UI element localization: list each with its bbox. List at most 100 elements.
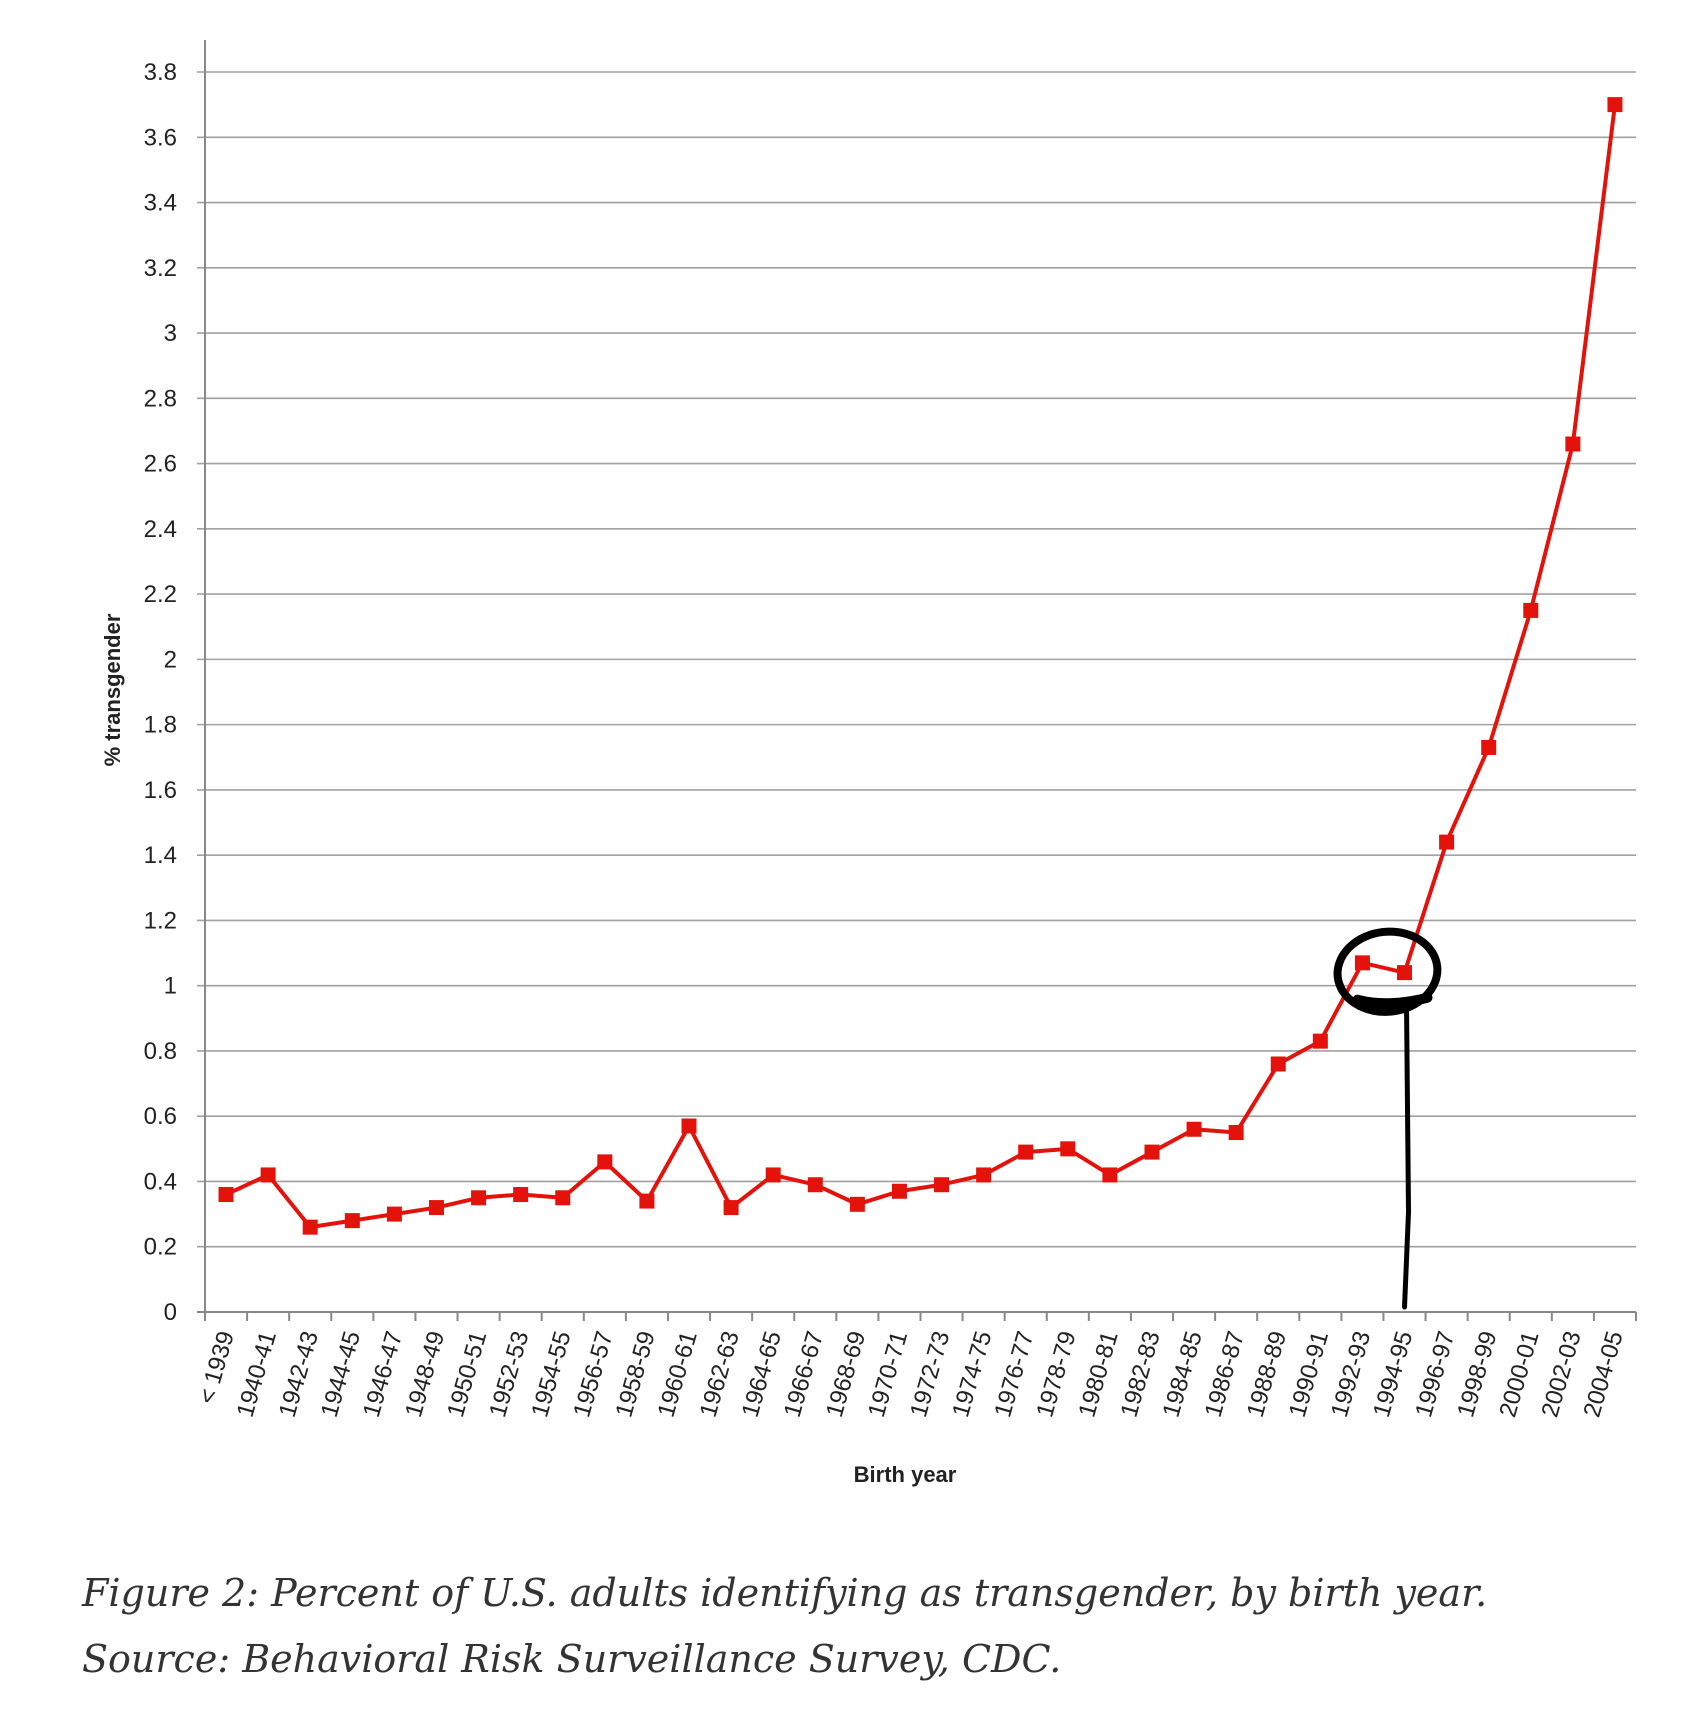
data-point-marker [891, 1183, 907, 1199]
x-tick-label: 1994-95 [1368, 1328, 1418, 1420]
x-tick-label: 1962-63 [695, 1328, 745, 1420]
y-tick-label: 2.4 [144, 516, 177, 543]
data-point-marker [1018, 1144, 1034, 1160]
x-tick-label: 1964-65 [737, 1328, 787, 1420]
data-point-marker [639, 1193, 655, 1209]
y-tick-label: 0.2 [144, 1234, 177, 1261]
x-tick-label: 1990-91 [1284, 1328, 1334, 1420]
data-point-marker [849, 1196, 865, 1212]
annotation-circle-bottom-stroke [1352, 992, 1433, 1009]
data-point-marker [1228, 1125, 1244, 1141]
y-tick-label: 3.4 [144, 190, 177, 217]
data-point-marker [302, 1219, 318, 1235]
figure-caption: Figure 2: Percent of U.S. adults identif… [82, 1571, 1488, 1681]
hand-drawn-annotation [1333, 927, 1442, 1310]
data-point-marker [681, 1118, 697, 1134]
x-tick-label: 1968-69 [821, 1328, 871, 1420]
series-line-path [225, 104, 1617, 1230]
data-point-marker [428, 1200, 444, 1216]
data-point-marker [1439, 834, 1455, 850]
x-tick-label: 2004-05 [1578, 1328, 1628, 1420]
y-tick-label: 1.6 [144, 777, 177, 804]
x-tick-label: 1950-51 [442, 1328, 492, 1420]
data-point-marker [1102, 1167, 1118, 1183]
y-tick-label: 3.8 [144, 59, 177, 86]
y-tick-label: 2 [164, 646, 177, 673]
x-tick-label: 1982-83 [1116, 1328, 1166, 1420]
x-tick-label: 1976-77 [989, 1328, 1039, 1420]
data-point-marker [934, 1177, 950, 1193]
x-tick-label: 1970-71 [863, 1328, 913, 1420]
x-tick-label: 2000-01 [1494, 1328, 1544, 1420]
data-point-marker [1144, 1144, 1160, 1160]
data-point-marker [386, 1206, 402, 1222]
y-tick-label: 1.2 [144, 907, 177, 934]
annotation-vertical-line [1402, 1003, 1412, 1310]
data-point-marker [1397, 965, 1413, 981]
x-tick-label: 1940-41 [232, 1328, 282, 1420]
x-tick-label: 1942-43 [274, 1328, 324, 1420]
data-point-marker [344, 1213, 360, 1229]
x-tick-label: 1992-93 [1326, 1328, 1376, 1420]
y-tick-label: 0.8 [144, 1038, 177, 1065]
y-tick-label: 3 [164, 320, 177, 347]
data-point-marker [1523, 602, 1539, 618]
x-tick-label: 1972-73 [905, 1328, 955, 1420]
data-point-marker [807, 1177, 823, 1193]
x-tick-label: 1960-61 [653, 1328, 703, 1420]
x-tick-label: 1966-67 [779, 1328, 829, 1420]
y-tick-label: 3.6 [144, 124, 177, 151]
y-tick-label: 0.6 [144, 1103, 177, 1130]
y-tick-label: 3.2 [144, 255, 177, 282]
y-tick-label: 1 [164, 973, 177, 1000]
x-tick-label: 1952-53 [484, 1328, 534, 1420]
x-tick-label: 2002-03 [1536, 1328, 1586, 1420]
series-line [218, 97, 1623, 1235]
x-tick-label: 1946-47 [358, 1328, 408, 1420]
x-tick-label: 1944-45 [316, 1328, 366, 1420]
chart-container: 0 0.2 0.4 0.6 0.8 1 1.2 1.4 1.6 1.8 2 2.2 2.4 2.6 2.8 3… [100, 40, 1637, 1487]
x-tick-label: 1996-97 [1410, 1328, 1460, 1420]
x-tick-label: < 1939 [193, 1328, 239, 1407]
x-tick-label: 1956-57 [568, 1328, 618, 1420]
x-tick-label: 1980-81 [1073, 1328, 1123, 1420]
data-point-marker [513, 1187, 529, 1203]
y-tick-label: 2.8 [144, 385, 177, 412]
data-point-marker [597, 1154, 613, 1170]
x-tick-label: 1954-55 [526, 1328, 576, 1420]
x-tick-label: 1984-85 [1158, 1328, 1208, 1420]
y-tick-label: 2.2 [144, 581, 177, 608]
x-tick-label: 1998-99 [1452, 1328, 1502, 1420]
y-axis-label: % transgender [100, 613, 125, 766]
x-axis: < 19391940-411942-431944-451946-471948-4… [193, 1312, 1637, 1420]
data-point-marker [976, 1167, 992, 1183]
data-point-marker [1481, 739, 1497, 755]
y-tick-label: 1.4 [144, 842, 177, 869]
data-point-marker [1565, 436, 1581, 452]
y-axis: 0 0.2 0.4 0.6 0.8 1 1.2 1.4 1.6 1.8 2 2.2 2.4 2.6 2.8 3… [144, 40, 206, 1326]
data-point-marker [260, 1167, 276, 1183]
data-point-marker [555, 1190, 571, 1206]
data-point-marker [1060, 1141, 1076, 1157]
data-point-marker [1607, 97, 1623, 113]
line-chart: 0 0.2 0.4 0.6 0.8 1 1.2 1.4 1.6 1.8 2 2.2 2.4 2.6 2.8 3… [100, 40, 1637, 1487]
y-tick-label: 1.8 [144, 712, 177, 739]
y-tick-label: 2.6 [144, 451, 177, 478]
data-point-marker [1354, 955, 1370, 971]
x-tick-label: 1988-89 [1242, 1328, 1292, 1420]
data-point-marker [765, 1167, 781, 1183]
data-point-marker [1270, 1056, 1286, 1072]
y-tick-label: 0 [164, 1299, 177, 1326]
x-tick-label: 1978-79 [1031, 1328, 1081, 1420]
data-point-marker [218, 1187, 234, 1203]
x-axis-label: Birth year [854, 1462, 957, 1487]
annotation-circle [1333, 927, 1442, 1016]
x-tick-label: 1974-75 [947, 1328, 997, 1420]
data-point-marker [471, 1190, 487, 1206]
x-tick-label: 1986-87 [1200, 1328, 1250, 1420]
x-tick-label: 1958-59 [610, 1328, 660, 1420]
data-point-marker [1186, 1121, 1202, 1137]
gridlines [197, 71, 1636, 1313]
data-point-marker [723, 1200, 739, 1216]
y-tick-label: 0.4 [144, 1168, 177, 1195]
